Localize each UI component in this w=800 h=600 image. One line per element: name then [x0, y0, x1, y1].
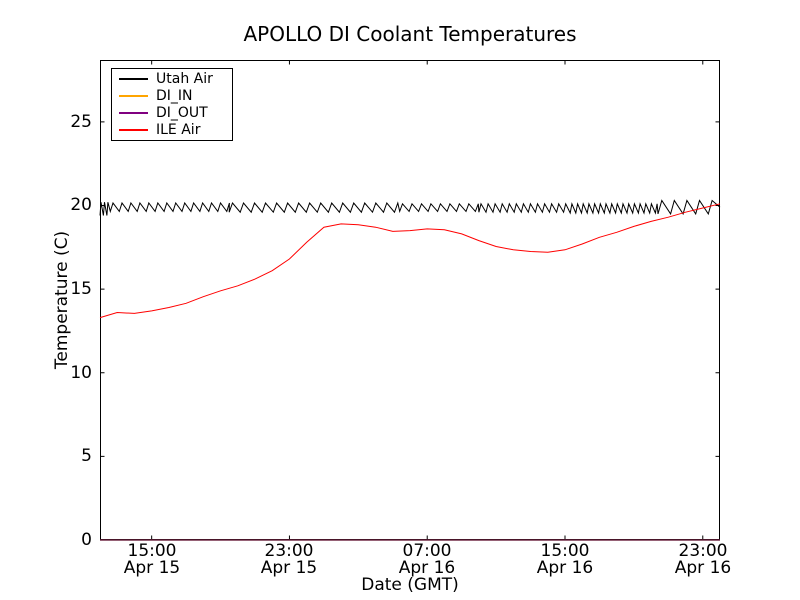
y-tick-10: 10	[70, 363, 92, 383]
x-tick-5-time: 23:00	[678, 541, 728, 561]
legend-label-utah-air: Utah Air	[156, 71, 213, 88]
y-tick-5: 5	[81, 446, 92, 466]
legend-label-di-out: DI_OUT	[156, 104, 208, 121]
x-tick-5-date: Apr 16	[674, 558, 732, 578]
legend-label-ile-air: ILE Air	[156, 121, 201, 138]
legend-line-di-out-icon	[119, 111, 148, 114]
y-tick-20: 20	[70, 195, 92, 215]
legend-box: Utah Air DI_IN DI_OUT ILE Air	[111, 68, 233, 141]
x-tick-1-time: 15:00	[127, 541, 177, 561]
legend-item-di-in: DI_IN	[112, 88, 232, 104]
y-tick-25: 25	[70, 112, 92, 132]
x-tick-3-time: 07:00	[402, 541, 452, 561]
x-tick-4: 15:00 Apr 16	[520, 543, 610, 577]
x-tick-2-date: Apr 15	[260, 558, 318, 578]
legend-line-di-in-icon	[119, 95, 148, 98]
x-tick-1-date: Apr 15	[123, 558, 181, 578]
y-axis-label: Temperature (C)	[52, 230, 72, 370]
x-tick-2: 23:00 Apr 15	[244, 543, 334, 577]
y-tick-15: 15	[70, 279, 92, 299]
x-tick-4-time: 15:00	[540, 541, 590, 561]
legend-line-utah-air-icon	[119, 78, 148, 81]
x-tick-3-date: Apr 16	[398, 558, 456, 578]
legend-label-di-in: DI_IN	[156, 88, 193, 105]
chart-title: APOLLO DI Coolant Temperatures	[243, 22, 577, 46]
x-tick-5: 23:00 Apr 16	[658, 543, 748, 577]
legend-line-ile-air-icon	[119, 128, 148, 131]
legend-item-di-out: DI_OUT	[112, 105, 232, 121]
x-tick-4-date: Apr 16	[536, 558, 594, 578]
x-tick-3: 07:00 Apr 16	[382, 543, 472, 577]
legend-item-utah-air: Utah Air	[112, 71, 232, 87]
x-tick-1: 15:00 Apr 15	[107, 543, 197, 577]
x-tick-2-time: 23:00	[264, 541, 314, 561]
x-axis-label: Date (GMT)	[361, 575, 459, 595]
legend-item-ile-air: ILE Air	[112, 122, 232, 138]
y-tick-0: 0	[81, 530, 92, 550]
